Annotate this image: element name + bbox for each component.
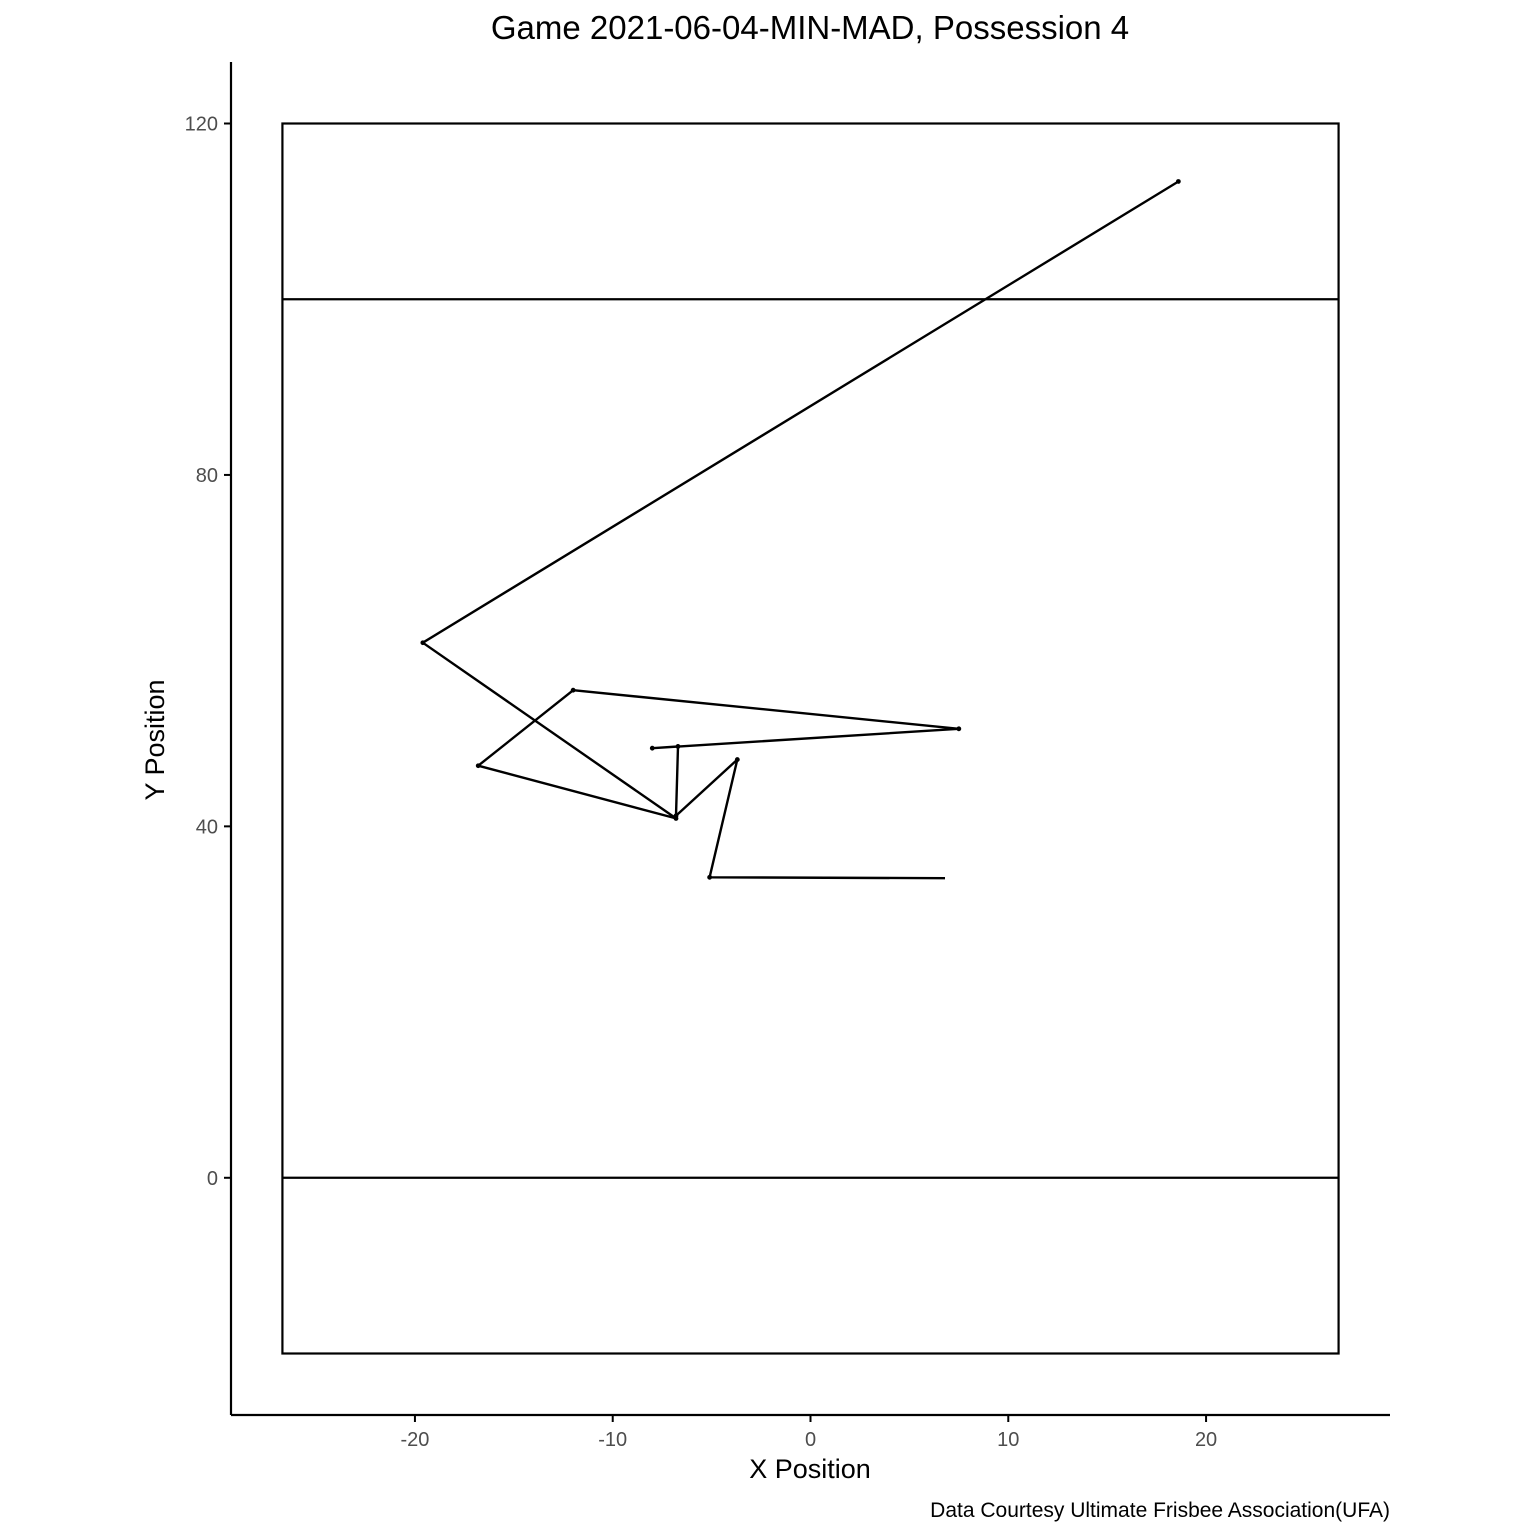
y-tick-label: 40 bbox=[196, 816, 218, 838]
axes-layer: -20 -10 0 10 20 0 40 80 120 bbox=[185, 62, 1390, 1451]
throw-point bbox=[1175, 179, 1181, 184]
field-layer bbox=[281, 122, 1340, 1355]
throw-point bbox=[675, 744, 681, 749]
y-axis-title: Y Position bbox=[140, 679, 170, 800]
x-tick-label: 10 bbox=[997, 1429, 1019, 1451]
x-tick-label: 0 bbox=[805, 1429, 816, 1451]
throw-point bbox=[475, 763, 481, 769]
possession-path-0 bbox=[421, 180, 1180, 880]
throw-point bbox=[649, 745, 655, 751]
field-boundary bbox=[281, 122, 1340, 1355]
y-tick-label: 0 bbox=[207, 1168, 218, 1190]
throw-point bbox=[707, 874, 713, 880]
x-tick-label: -20 bbox=[400, 1429, 429, 1451]
throw-point bbox=[956, 726, 962, 732]
x-tick-label: -10 bbox=[598, 1429, 627, 1451]
throw-point bbox=[570, 687, 576, 693]
series-layer bbox=[420, 179, 1181, 880]
throw-point bbox=[673, 816, 679, 821]
throw-point bbox=[734, 757, 740, 762]
x-tick-label: 20 bbox=[1195, 1429, 1217, 1451]
y-tick-label: 120 bbox=[185, 114, 218, 136]
x-axis-title: X Position bbox=[749, 1454, 871, 1484]
throw-point bbox=[420, 640, 426, 646]
chart-title: Game 2021-06-04-MIN-MAD, Possession 4 bbox=[491, 9, 1129, 46]
data-credit-caption: Data Courtesy Ultimate Frisbee Associati… bbox=[930, 1499, 1390, 1522]
y-tick-label: 80 bbox=[196, 465, 218, 487]
